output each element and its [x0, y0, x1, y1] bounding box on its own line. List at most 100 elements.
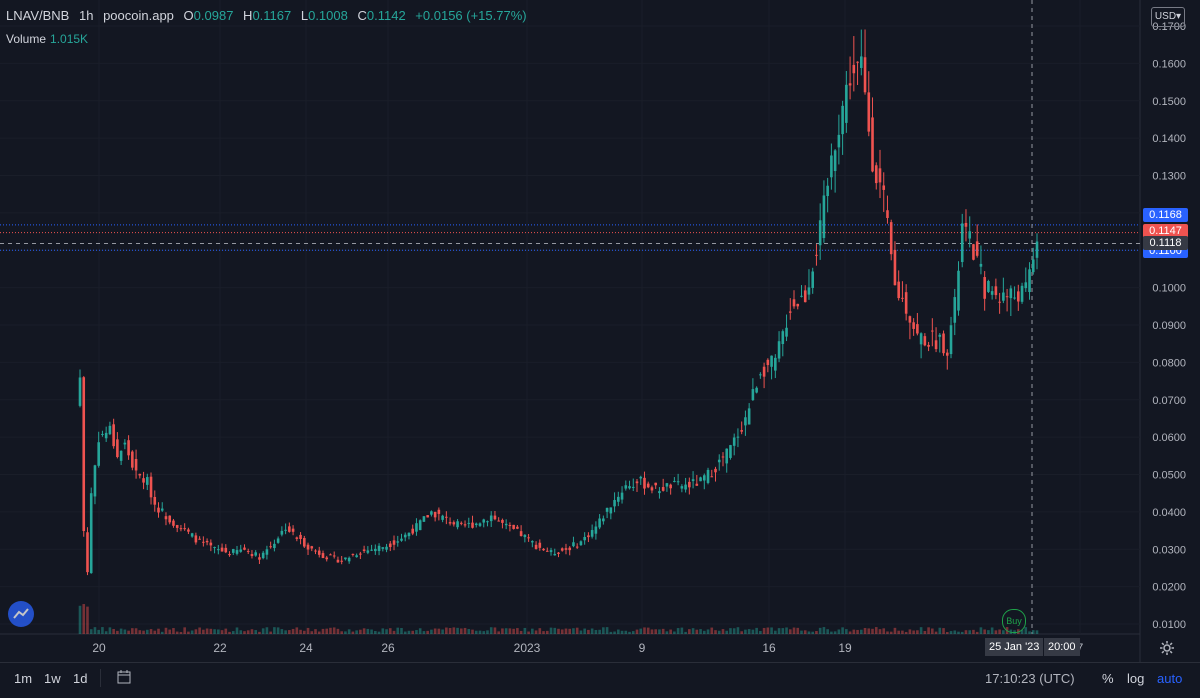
volume-bar [217, 629, 220, 634]
volume-bar [886, 631, 889, 634]
volume-bar [157, 628, 160, 634]
candle-body [781, 331, 785, 345]
candle-body [845, 84, 848, 123]
volume-bar [1002, 630, 1005, 634]
volume-bar [826, 629, 829, 634]
source-label: poocoin.app [103, 8, 174, 23]
volume-bar [310, 631, 314, 634]
log-toggle[interactable]: log [1127, 671, 1145, 686]
volume-bar [336, 628, 340, 634]
volume-bar [531, 628, 534, 634]
candle-body [1020, 285, 1024, 302]
volume-bar [523, 627, 527, 634]
volume-bar [347, 629, 351, 634]
calendar-icon[interactable] [116, 669, 132, 688]
volume-bar [381, 628, 385, 634]
candle-body [202, 541, 205, 543]
symbol-label[interactable]: LNAV/BNB [6, 8, 70, 23]
candle-body [717, 459, 721, 463]
volume-bar [945, 631, 949, 634]
volume-bar [1020, 629, 1024, 634]
candle-body [960, 223, 964, 263]
candle-body [1035, 241, 1039, 258]
y-tick-label: 0.0600 [1152, 432, 1186, 444]
percent-toggle[interactable]: % [1102, 671, 1114, 686]
candle-body [957, 270, 960, 311]
volume-bar [751, 629, 755, 634]
candle-body [852, 64, 856, 74]
candle-body [482, 519, 486, 523]
volume-bar [493, 627, 497, 634]
volume-bar [635, 629, 639, 634]
candle-body [433, 511, 437, 518]
y-tick-label: 0.1500 [1152, 96, 1186, 108]
candle-body [553, 553, 557, 556]
candle-body [983, 277, 986, 299]
volume-bar [512, 628, 515, 634]
volume-bar [680, 627, 684, 634]
range-1m-button[interactable]: 1m [14, 671, 33, 686]
candle-body [856, 61, 859, 63]
volume-bar [923, 630, 927, 634]
volume-bar [306, 627, 310, 634]
volume-bar [437, 628, 441, 634]
auto-toggle[interactable]: auto [1157, 671, 1183, 686]
candle-body [729, 445, 732, 458]
volume-bar [205, 628, 209, 634]
tradingview-logo-icon[interactable] [8, 601, 34, 627]
candle-body [374, 548, 377, 552]
candle-body [516, 526, 519, 529]
candle-body [994, 286, 998, 296]
volume-bar [288, 630, 291, 634]
range-1d-button[interactable]: 1d [73, 671, 88, 686]
candle-body [239, 549, 243, 552]
settings-gear-icon[interactable] [1159, 640, 1175, 656]
candle-body [418, 520, 422, 531]
candle-body [250, 554, 254, 557]
candle-body [474, 523, 478, 526]
volume-bar [239, 630, 243, 634]
volume-bar [702, 630, 706, 634]
candle-body [321, 553, 325, 559]
volume-bar [321, 628, 325, 634]
price-tag-last: 0.1147 [1143, 224, 1188, 238]
clock-label[interactable]: 17:10:23 (UTC) [985, 671, 1075, 686]
volume-bar [676, 628, 680, 634]
candle-body [403, 534, 407, 538]
interval-label[interactable]: 1h [78, 8, 94, 23]
candle-body [411, 528, 415, 534]
price-tag-crosshair: 0.1118 [1143, 236, 1188, 250]
volume-bar [280, 629, 284, 634]
volume-bar [519, 630, 523, 634]
candle-body [594, 526, 598, 534]
volume-bar [602, 627, 605, 634]
volume-bar [669, 629, 672, 634]
volume-bar [628, 631, 631, 634]
volume-bar [452, 627, 456, 634]
candle-body [874, 165, 878, 184]
volume-bar [478, 630, 482, 634]
volume-bar [370, 629, 373, 634]
range-1w-button[interactable]: 1w [44, 671, 61, 686]
volume-bar [889, 631, 893, 634]
buy-marker[interactable]: Buy [1002, 609, 1026, 633]
y-tick-label: 0.1400 [1152, 133, 1186, 145]
candle-body [508, 525, 512, 527]
candle-body [288, 526, 291, 532]
candle-body [78, 377, 82, 406]
volume-bar [901, 630, 904, 634]
candle-body [1002, 292, 1005, 301]
volume-bar [284, 630, 287, 634]
candle-body [766, 359, 770, 366]
volume-bar [392, 630, 396, 634]
x-tick-label: 20 [92, 641, 106, 655]
volume-bar [699, 629, 702, 634]
currency-button[interactable]: USD▾ [1151, 7, 1185, 27]
candle-body [407, 532, 411, 537]
price-chart[interactable]: 0.0100 0.0200 0.0300 0.0400 0.0500 0.0600 0.07… [0, 0, 1200, 662]
candle-body [456, 521, 459, 528]
volume-bar [145, 629, 149, 634]
volume-bar [729, 628, 732, 634]
candle-body [568, 547, 572, 551]
candle-body [680, 486, 684, 489]
